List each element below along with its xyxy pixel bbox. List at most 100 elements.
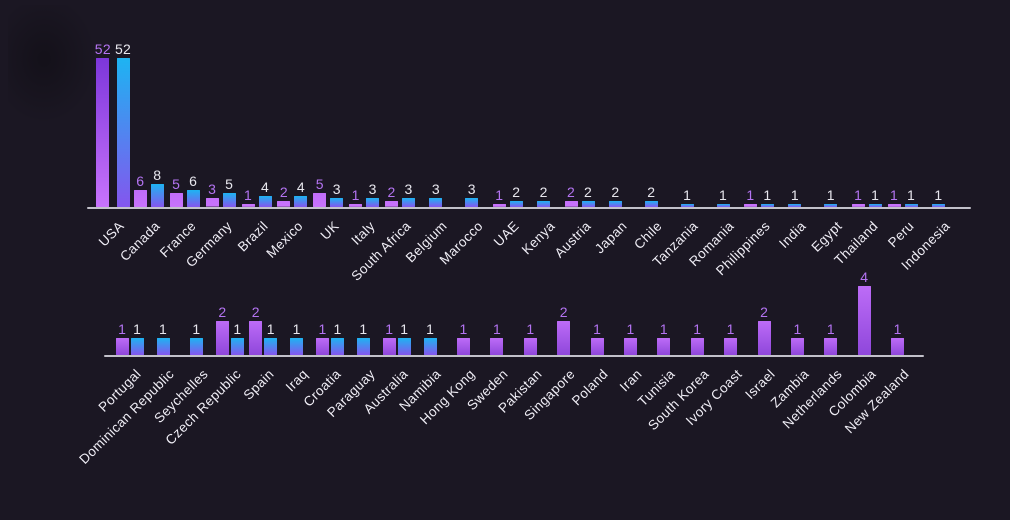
bar-with-value: 1 [397, 322, 411, 355]
bar-group: 2 [537, 185, 551, 207]
bar-with-value: 1 [349, 187, 363, 207]
bar-purple [385, 201, 399, 207]
bar-with-value: 1 [891, 322, 905, 355]
bar-group: 1 [824, 322, 838, 355]
bar-value-label: 1 [351, 187, 360, 204]
bar-group: 4 [857, 270, 871, 355]
bar-group: 1 [356, 322, 370, 355]
bar-blue [230, 337, 244, 355]
bar-group: 52 52 [95, 42, 131, 207]
bar-with-value: 1 [590, 322, 604, 355]
bar-with-value: 5 [313, 177, 327, 207]
bar-purple [115, 337, 129, 355]
bar-blue [644, 201, 658, 207]
bar-with-value: 1 [290, 322, 304, 355]
bar-purple [277, 201, 291, 207]
bar-blue [509, 201, 523, 207]
bar-with-value: 2 [385, 184, 399, 207]
bar-group: 1 [423, 322, 437, 355]
chart-column: 1 [705, 57, 741, 207]
corner-shadow-artifact [8, 5, 98, 125]
bar-group: 1 [716, 187, 730, 207]
x-axis-line [104, 355, 924, 357]
bar-value-label: 3 [467, 181, 476, 198]
bar-with-value: 1 [356, 322, 370, 355]
bar-purple [891, 337, 905, 355]
bar-value-label: 3 [332, 181, 341, 198]
bar-with-value: 1 [791, 322, 804, 355]
bar-with-value: 3 [429, 182, 443, 207]
bar-blue [608, 201, 622, 207]
bar-value-label: 1 [793, 320, 802, 337]
bar-with-value: 1 [724, 322, 738, 355]
bar-blue [330, 198, 344, 207]
bar-purple [215, 320, 229, 355]
bar-with-value: 1 [382, 322, 396, 355]
bar-blue [760, 204, 774, 207]
bar-value-label: 1 [719, 187, 728, 204]
bar-value-label: 1 [495, 187, 504, 204]
bar-group: 1 [690, 320, 704, 355]
bar-value-label: 2 [279, 184, 288, 201]
bar-with-value: 4 [294, 180, 308, 207]
bar-value-label: 3 [368, 181, 377, 198]
bar-value-label: 1 [790, 187, 799, 204]
bar-value-label: 1 [871, 187, 880, 204]
bar-with-value: 2 [608, 185, 622, 207]
bar-with-value: 5 [222, 177, 236, 207]
bar-group: 1 [457, 322, 471, 355]
bar-value-label: 5 [172, 175, 181, 192]
bar-value-label: 1 [889, 187, 899, 204]
chart-column: 1 [777, 57, 813, 207]
bar-value-label: 4 [260, 178, 270, 195]
bar-with-value: 1 [115, 322, 129, 355]
bar-with-value: 6 [186, 172, 200, 207]
bar-with-value: 1 [868, 187, 882, 207]
bar-purple [824, 337, 838, 355]
chart-column: 2 [526, 57, 562, 207]
bar-blue [581, 201, 595, 207]
bar-value-label: 6 [136, 172, 145, 189]
bar-with-value: 1 [490, 322, 504, 355]
bar-value-label: 1 [266, 320, 275, 337]
bar-value-label: 2 [387, 184, 396, 201]
bar-value-label: 1 [826, 187, 835, 204]
bar-with-value: 3 [330, 181, 344, 207]
bar-value-label: 1 [746, 187, 755, 204]
bar-blue [680, 204, 694, 207]
bar-blue [429, 198, 443, 207]
bar-group: 1 [156, 320, 170, 355]
bar-value-label: 2 [218, 303, 227, 320]
chart-column: 1 [614, 285, 647, 355]
bar-value-label: 1 [906, 187, 916, 204]
chart-column: 3 [418, 57, 454, 207]
bar-blue [904, 204, 918, 207]
bar-purple [657, 337, 671, 355]
bar-with-value: 1 [887, 187, 901, 207]
bar-with-value: 4 [857, 270, 871, 355]
bar-value-label: 1 [693, 320, 702, 337]
bar-group: 1 [189, 322, 203, 355]
bar-value-label: 1 [159, 320, 168, 337]
bar-group: 1 [590, 322, 604, 355]
chart-column: 1 [514, 285, 547, 355]
bar-with-value: 2 [509, 185, 523, 207]
bar-value-label: 2 [251, 303, 260, 320]
bar-blue [824, 204, 838, 207]
bar-with-value: 3 [402, 182, 416, 207]
bar-value-label: 6 [189, 172, 198, 189]
